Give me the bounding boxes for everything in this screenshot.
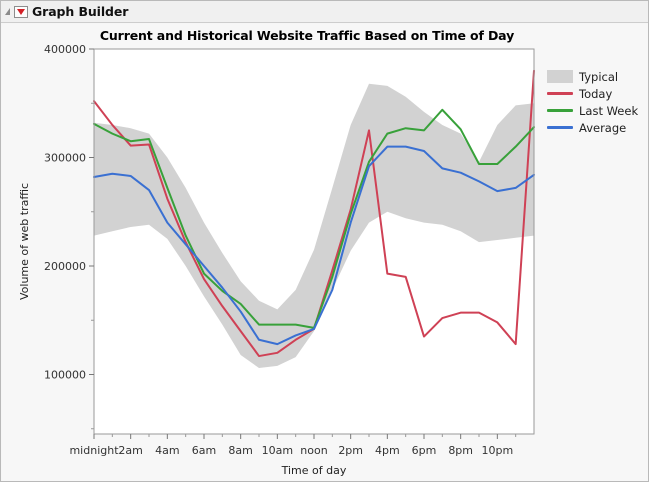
y-tick-label: 200000 <box>44 260 86 273</box>
y-axis-title: Volume of web traffic <box>18 183 31 300</box>
legend-swatch-band <box>547 70 573 83</box>
x-tick-label: 2am <box>118 444 142 457</box>
red-dropdown-icon[interactable] <box>14 5 28 18</box>
chart-plot: 100000 200000 300000 400000 Volume of web tr… <box>18 43 535 477</box>
series-line-average <box>93 145 535 346</box>
x-tick-label: 2pm <box>338 444 363 457</box>
y-tick-label: 100000 <box>44 369 86 382</box>
x-tick-label: 10am <box>262 444 293 457</box>
y-tick-label: 400000 <box>44 43 86 56</box>
series-band-typical <box>94 83 534 368</box>
legend-item-today[interactable]: Today <box>547 85 647 102</box>
y-tick-label: 300000 <box>44 152 86 165</box>
x-tick-label: 4pm <box>375 444 400 457</box>
x-axis-title: Time of day <box>281 464 347 477</box>
legend-label: Today <box>579 86 613 101</box>
window-title-bar: Graph Builder <box>1 1 648 23</box>
triangle-open-icon[interactable] <box>5 8 10 15</box>
legend-swatch-line <box>547 92 573 95</box>
x-tick-label: 8pm <box>448 444 473 457</box>
legend-label: Average <box>579 120 627 135</box>
x-tick-label: 4am <box>155 444 179 457</box>
chart-panel: Current and Historical Website Traffic B… <box>2 24 648 481</box>
x-tick-label: 6am <box>192 444 216 457</box>
legend-item-average[interactable]: Average <box>547 119 647 136</box>
legend-item-last-week[interactable]: Last Week <box>547 102 647 119</box>
x-tick-label: 8am <box>228 444 252 457</box>
legend-swatch-line <box>547 109 573 112</box>
x-tick-label: 6pm <box>412 444 437 457</box>
legend-item-typical[interactable]: Typical <box>547 68 647 85</box>
chart-title: Current and Historical Website Traffic B… <box>99 28 515 43</box>
x-tick-label: noon <box>300 444 327 457</box>
x-tick-label: midnight <box>69 444 119 457</box>
chart-legend: Typical Today Last Week Average <box>547 68 647 136</box>
legend-label: Last Week <box>579 103 639 118</box>
legend-swatch-line <box>547 126 573 129</box>
legend-label: Typical <box>579 69 619 84</box>
x-tick-label: 10pm <box>481 444 513 457</box>
window-title: Graph Builder <box>32 4 129 19</box>
plot-frame <box>93 48 535 435</box>
chevron-down-icon <box>17 8 25 15</box>
